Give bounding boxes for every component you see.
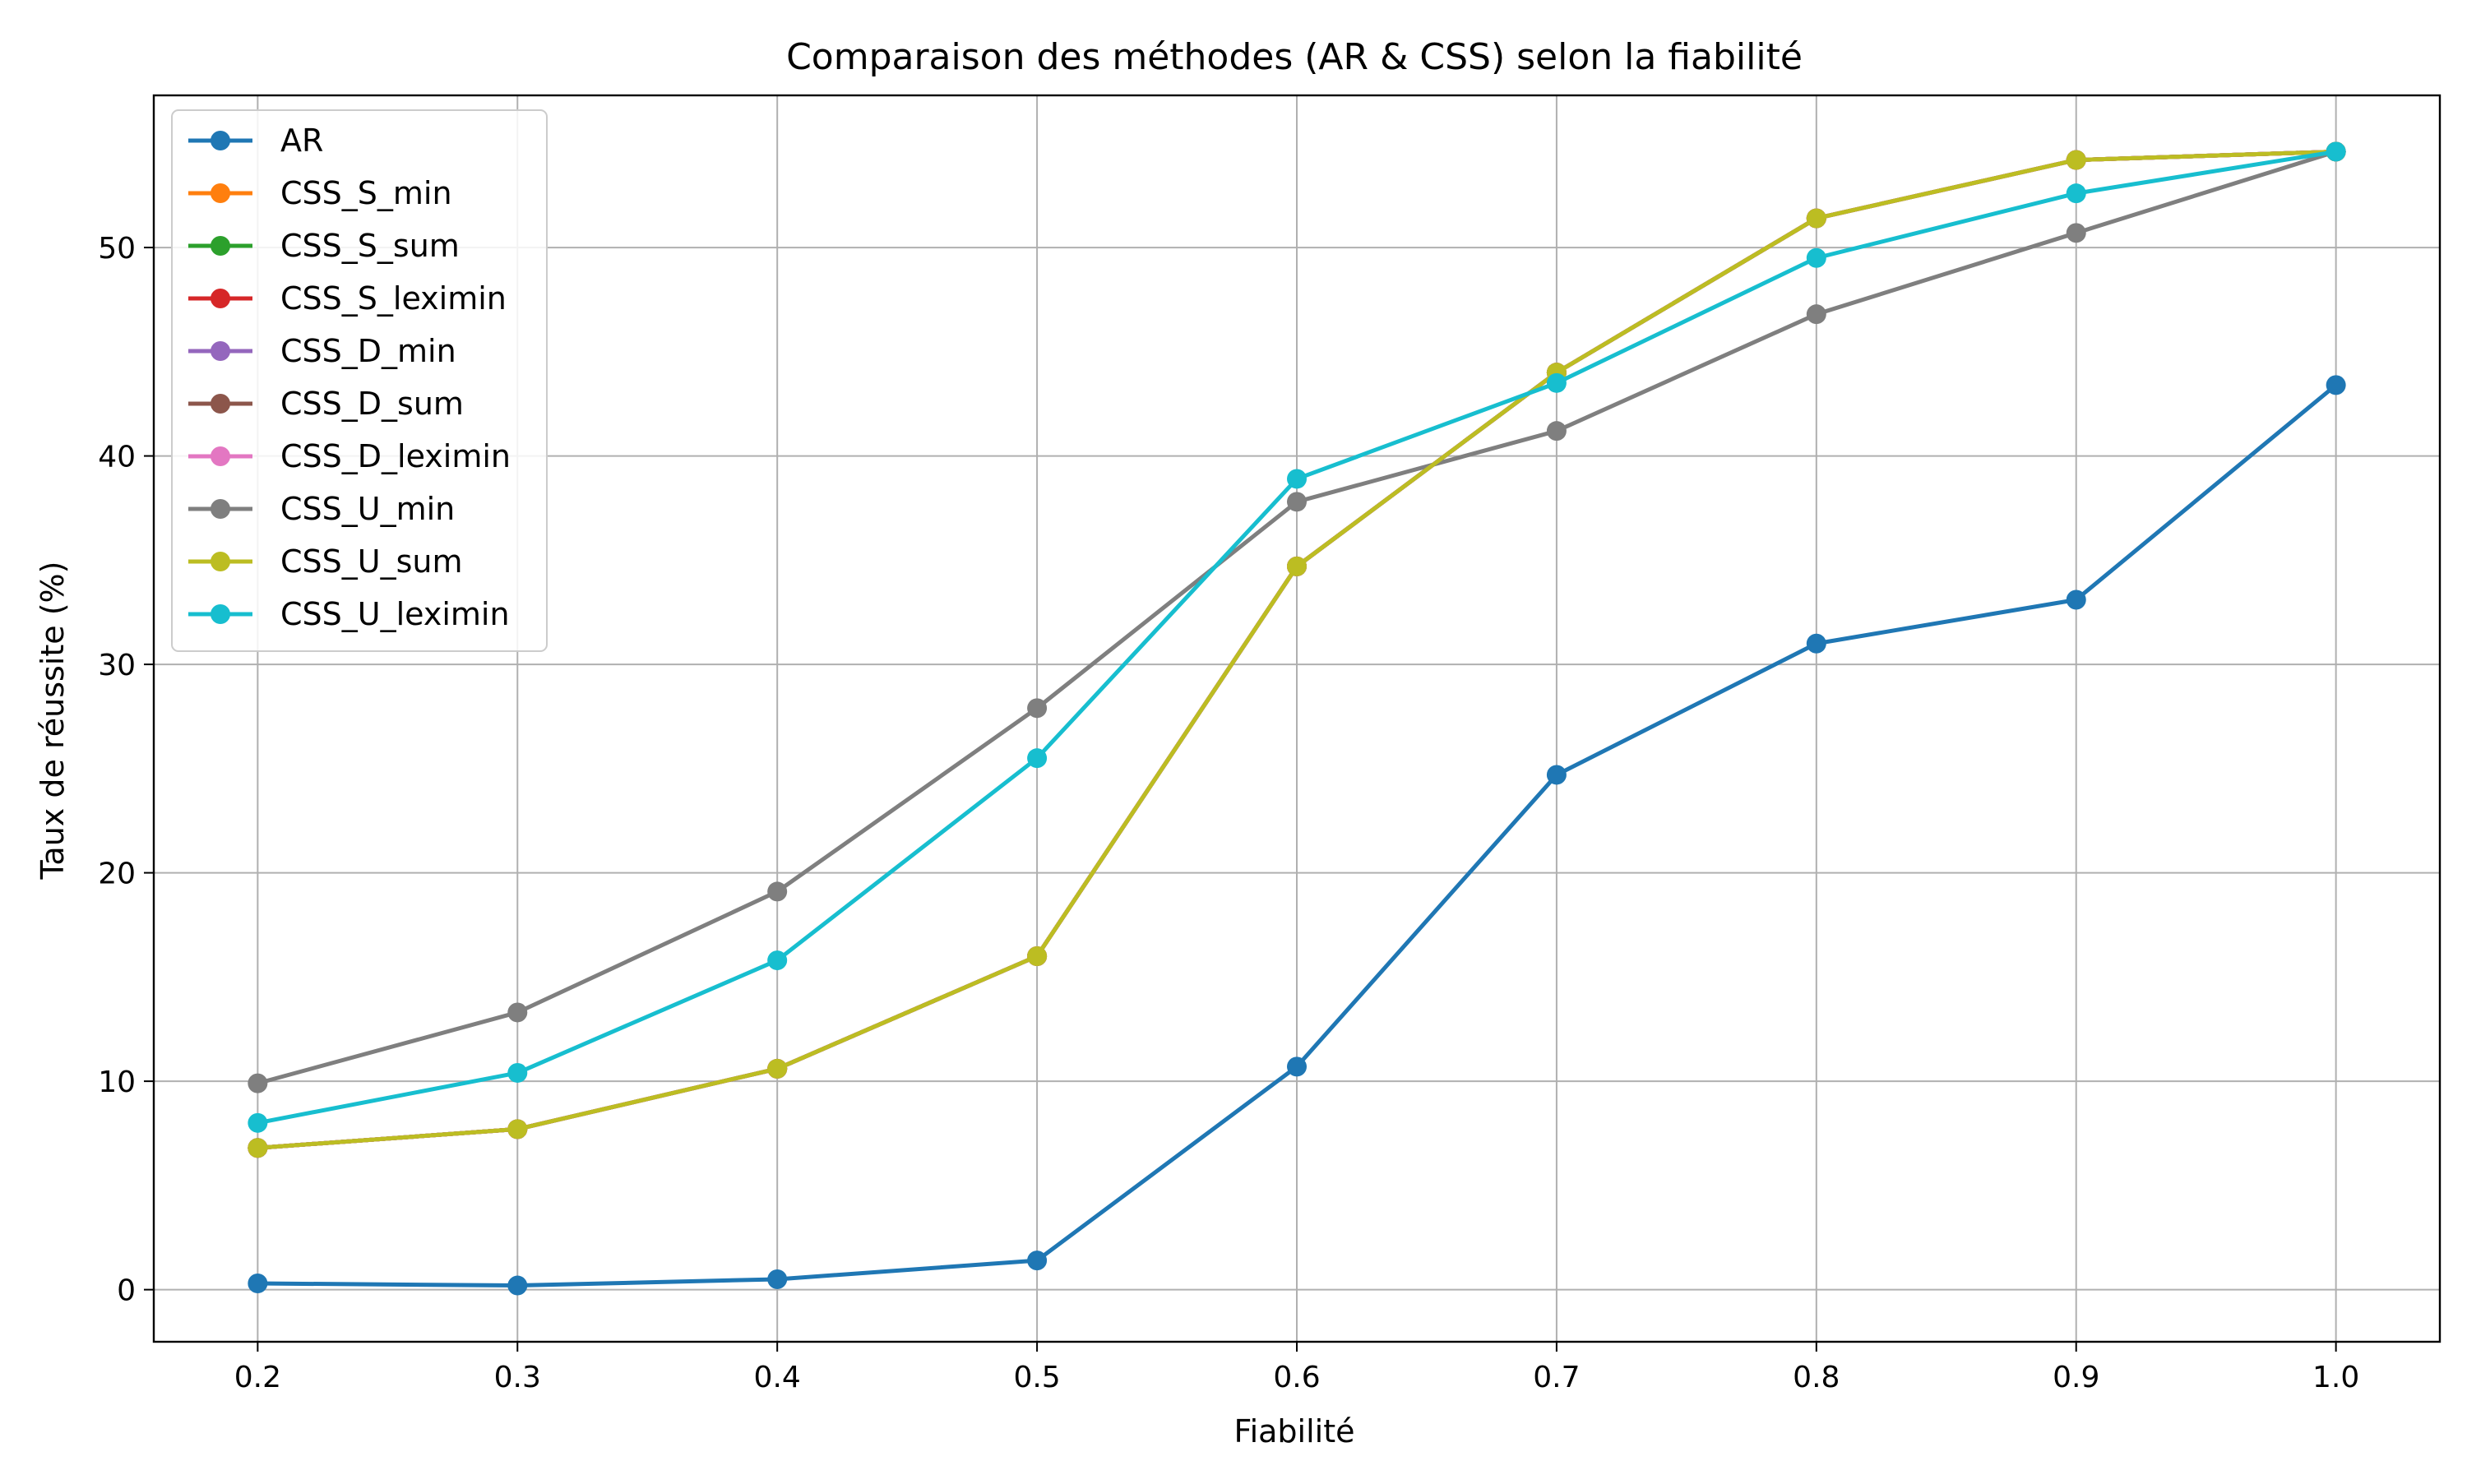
legend-item: CSS_U_min <box>188 491 455 527</box>
y-tick-label: 30 <box>98 649 136 682</box>
series-ar <box>248 375 2346 1296</box>
data-point <box>1287 556 1307 576</box>
data-point <box>767 950 788 971</box>
x-tick-label: 0.3 <box>494 1361 541 1394</box>
legend-label: CSS_S_min <box>280 175 452 211</box>
grid <box>154 95 2440 1342</box>
data-point <box>2326 141 2346 162</box>
legend-item: CSS_S_sum <box>188 228 460 264</box>
legend-marker <box>211 604 230 624</box>
data-point <box>1287 469 1307 489</box>
data-point <box>2066 223 2086 243</box>
y-tick-label: 40 <box>98 441 136 474</box>
axis-ticks: 0.2 0.3 0.4 0.5 0.6 0.7 0.8 0.9 1.0 0 10 20 30 40 50 <box>98 232 2359 1394</box>
data-point <box>248 1112 268 1133</box>
y-tick-label: 10 <box>98 1066 136 1099</box>
data-point <box>1027 1251 1048 1271</box>
data-point <box>2066 150 2086 170</box>
x-tick-label: 0.8 <box>1793 1361 1840 1394</box>
data-point <box>1287 1056 1307 1077</box>
data-point <box>1027 698 1048 719</box>
y-tick-label: 0 <box>117 1274 136 1308</box>
legend-label: CSS_U_min <box>280 491 455 527</box>
chart-title: Comparaison des méthodes (AR & CSS) selo… <box>786 36 1803 78</box>
x-tick-label: 0.7 <box>1533 1361 1580 1394</box>
data-point <box>2066 183 2086 204</box>
y-axis-label: Taux de réussite (%) <box>35 562 71 881</box>
data-point <box>767 881 788 902</box>
x-tick-label: 0.5 <box>1013 1361 1060 1394</box>
x-tick-label: 0.6 <box>1273 1361 1320 1394</box>
data-point <box>1027 748 1048 769</box>
legend: AR CSS_S_min CSS_S_sum CSS_S_leximin CSS_D_m… <box>171 109 548 652</box>
legend-marker <box>211 131 230 150</box>
legend-marker <box>211 183 230 203</box>
data-point <box>1287 492 1307 512</box>
data-point <box>1546 372 1567 393</box>
data-point <box>507 1275 528 1296</box>
legend-marker <box>211 552 230 571</box>
data-point <box>248 1073 268 1093</box>
legend-box <box>171 109 548 652</box>
data-point <box>248 1274 268 1294</box>
legend-label: CSS_S_leximin <box>280 280 507 317</box>
x-tick-label: 0.4 <box>754 1361 801 1394</box>
legend-marker <box>211 236 230 256</box>
legend-label: CSS_D_sum <box>280 386 464 422</box>
legend-label: AR <box>280 123 323 159</box>
legend-marker <box>211 341 230 361</box>
x-tick-label: 0.2 <box>234 1361 281 1394</box>
series-css-u-leximin <box>248 141 2346 1133</box>
x-axis-label: Fiabilité <box>1234 1413 1354 1449</box>
data-point <box>1546 765 1567 785</box>
legend-label: CSS_D_min <box>280 333 456 369</box>
legend-item: CSS_S_min <box>188 175 452 211</box>
data-point <box>1806 208 1826 229</box>
legend-item: CSS_D_sum <box>188 386 464 422</box>
legend-item: AR <box>188 123 323 159</box>
data-point <box>767 1269 788 1289</box>
series-css-u-min <box>248 141 2346 1093</box>
legend-label: CSS_S_sum <box>280 228 460 264</box>
data-point <box>507 1062 528 1083</box>
plot-series <box>248 141 2346 1296</box>
data-point <box>507 1002 528 1023</box>
legend-item: CSS_D_leximin <box>188 438 511 474</box>
data-point <box>507 1119 528 1140</box>
data-point <box>767 1058 788 1079</box>
legend-label: CSS_D_leximin <box>280 438 511 474</box>
data-point <box>248 1138 268 1158</box>
data-point <box>1806 304 1826 325</box>
legend-item: CSS_D_min <box>188 333 456 369</box>
x-tick-label: 1.0 <box>2312 1361 2359 1394</box>
data-point <box>1806 247 1826 268</box>
legend-item: CSS_U_sum <box>188 543 463 580</box>
legend-item: CSS_U_leximin <box>188 596 510 632</box>
data-point <box>1546 421 1567 442</box>
data-point <box>1806 633 1826 654</box>
y-tick-label: 20 <box>98 858 136 891</box>
legend-item: CSS_S_leximin <box>188 280 507 317</box>
legend-label: CSS_U_leximin <box>280 596 510 632</box>
legend-label: CSS_U_sum <box>280 543 463 580</box>
legend-marker <box>211 289 230 308</box>
data-point <box>2066 589 2086 610</box>
data-point <box>1027 946 1048 967</box>
legend-marker <box>211 499 230 519</box>
legend-marker <box>211 394 230 414</box>
legend-marker <box>211 446 230 466</box>
y-tick-label: 50 <box>98 232 136 266</box>
data-point <box>2326 375 2346 395</box>
x-tick-label: 0.9 <box>2053 1361 2099 1394</box>
